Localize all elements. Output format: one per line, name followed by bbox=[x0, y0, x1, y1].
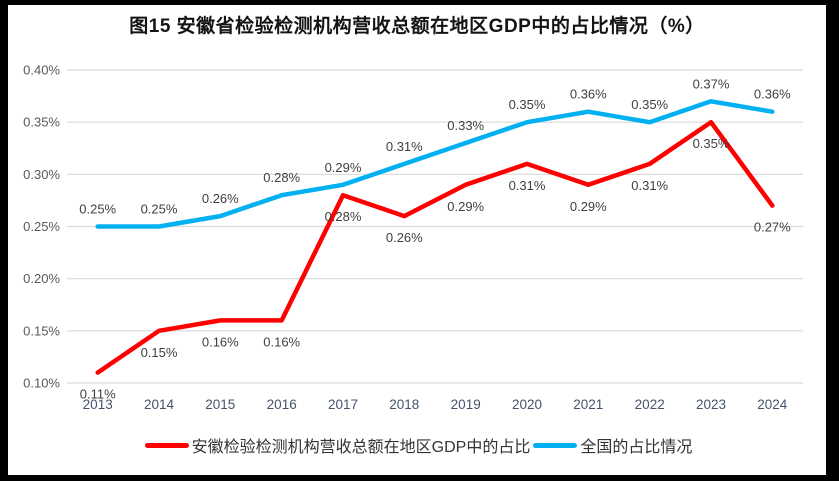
x-axis-tick-label: 2020 bbox=[512, 397, 542, 412]
data-label: 0.35% bbox=[509, 97, 546, 112]
data-label: 0.25% bbox=[79, 202, 116, 217]
data-label: 0.31% bbox=[386, 139, 423, 154]
x-axis-tick-label: 2021 bbox=[573, 397, 603, 412]
x-axis-tick-label: 2013 bbox=[83, 397, 113, 412]
legend-swatch-anhui-line-icon bbox=[144, 442, 189, 448]
data-label: 0.35% bbox=[693, 136, 730, 151]
legend-label-anhui: 安徽检验检测机构营收总额在地区GDP中的占比 bbox=[191, 439, 531, 456]
y-axis-tick-label: 0.30% bbox=[23, 167, 60, 182]
x-axis-tick-label: 2018 bbox=[389, 397, 419, 412]
data-label: 0.37% bbox=[693, 76, 730, 91]
x-axis-tick-label: 2024 bbox=[757, 397, 788, 412]
series-line bbox=[95, 99, 775, 229]
data-label: 0.25% bbox=[141, 202, 178, 217]
x-axis-tick-label: 2017 bbox=[328, 397, 358, 412]
y-axis-tick-label: 0.10% bbox=[23, 376, 60, 391]
data-label: 0.29% bbox=[447, 199, 484, 214]
x-axis-tick-label: 2023 bbox=[696, 397, 726, 412]
data-label: 0.29% bbox=[325, 160, 362, 175]
x-axis-tick-label: 2016 bbox=[267, 397, 297, 412]
data-label: 0.28% bbox=[325, 209, 362, 224]
x-axis-tick-label: 2022 bbox=[635, 397, 665, 412]
data-label: 0.31% bbox=[509, 178, 546, 193]
data-label: 0.35% bbox=[631, 97, 668, 112]
data-label: 0.16% bbox=[202, 334, 239, 349]
legend-swatch-national-line-icon bbox=[533, 442, 578, 448]
data-label: 0.36% bbox=[570, 87, 607, 102]
chart-title: 图15 安徽省检验检测机构营收总额在地区GDP中的占比情况（%） bbox=[129, 16, 705, 37]
y-axis-tick-label: 0.25% bbox=[23, 219, 60, 234]
data-label: 0.11% bbox=[80, 387, 116, 402]
x-axis-tick-label: 2019 bbox=[451, 397, 481, 412]
x-axis-tick-label: 2015 bbox=[205, 397, 235, 412]
x-axis-tick-label: 2014 bbox=[144, 397, 175, 412]
data-label: 0.28% bbox=[263, 170, 300, 185]
legend-label-national: 全国的占比情况 bbox=[580, 439, 693, 456]
y-axis-tick-label: 0.15% bbox=[23, 323, 60, 338]
data-label: 0.27% bbox=[754, 220, 791, 235]
series-line bbox=[95, 119, 775, 375]
y-axis-tick-label: 0.20% bbox=[23, 271, 60, 286]
data-label: 0.29% bbox=[570, 199, 607, 214]
data-label: 0.31% bbox=[631, 178, 668, 193]
y-axis-tick-label: 0.40% bbox=[23, 63, 60, 78]
data-label: 0.26% bbox=[202, 191, 239, 206]
chart-legend: 安徽检验检测机构营收总额在地区GDP中的占比 全国的占比情况 bbox=[8, 433, 826, 457]
data-label: 0.26% bbox=[386, 230, 423, 245]
data-label: 0.16% bbox=[263, 334, 300, 349]
data-label: 0.15% bbox=[141, 345, 178, 360]
data-label: 0.36% bbox=[754, 87, 791, 102]
y-axis-tick-label: 0.35% bbox=[23, 115, 60, 130]
data-label: 0.33% bbox=[447, 118, 484, 133]
